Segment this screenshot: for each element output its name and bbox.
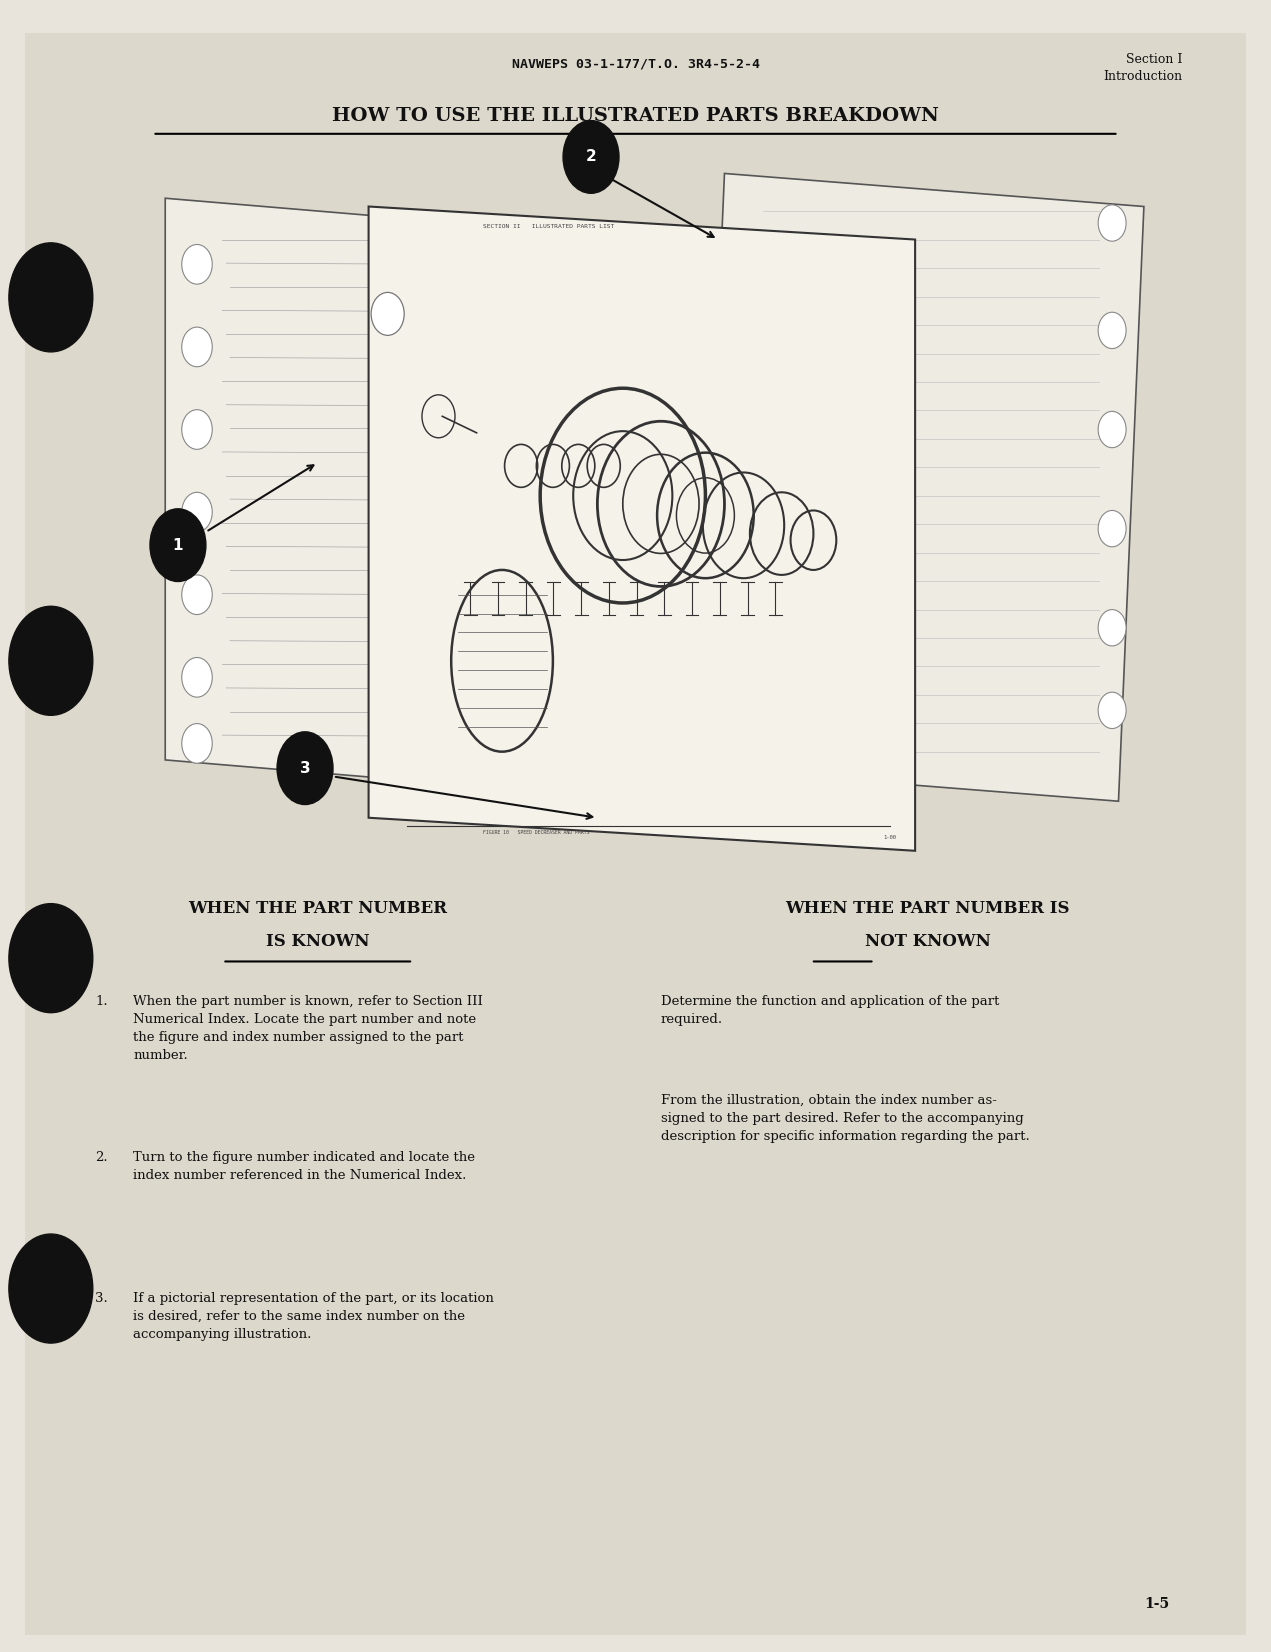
Circle shape xyxy=(563,121,619,193)
Circle shape xyxy=(371,292,404,335)
Circle shape xyxy=(182,492,212,532)
Text: 1-5: 1-5 xyxy=(1144,1597,1169,1611)
Circle shape xyxy=(9,243,93,352)
Circle shape xyxy=(1098,510,1126,547)
Circle shape xyxy=(9,606,93,715)
Text: WHEN THE PART NUMBER: WHEN THE PART NUMBER xyxy=(188,900,447,917)
Circle shape xyxy=(1098,692,1126,729)
Text: WHEN THE PART NUMBER IS: WHEN THE PART NUMBER IS xyxy=(785,900,1070,917)
Circle shape xyxy=(182,724,212,763)
Text: HOW TO USE THE ILLUSTRATED PARTS BREAKDOWN: HOW TO USE THE ILLUSTRATED PARTS BREAKDO… xyxy=(332,107,939,126)
Text: 3.: 3. xyxy=(95,1292,108,1305)
Circle shape xyxy=(182,327,212,367)
Text: Section I
Introduction: Section I Introduction xyxy=(1103,53,1182,83)
Polygon shape xyxy=(699,173,1144,801)
Circle shape xyxy=(9,1234,93,1343)
FancyBboxPatch shape xyxy=(25,33,1246,1635)
Polygon shape xyxy=(369,206,915,851)
Text: 2.: 2. xyxy=(95,1151,108,1165)
Circle shape xyxy=(1098,205,1126,241)
Text: 1.: 1. xyxy=(95,995,108,1008)
Circle shape xyxy=(182,575,212,615)
Circle shape xyxy=(1098,610,1126,646)
Text: Determine the function and application of the part
required.: Determine the function and application o… xyxy=(661,995,999,1026)
Text: From the illustration, obtain the index number as-
signed to the part desired. R: From the illustration, obtain the index … xyxy=(661,1094,1030,1143)
Polygon shape xyxy=(165,198,559,793)
Circle shape xyxy=(277,732,333,805)
Text: 3: 3 xyxy=(300,760,310,776)
Text: If a pictorial representation of the part, or its location
is desired, refer to : If a pictorial representation of the par… xyxy=(133,1292,494,1341)
Circle shape xyxy=(1098,312,1126,349)
Text: FIGURE 10   SPEED DECREASER AND PARTS: FIGURE 10 SPEED DECREASER AND PARTS xyxy=(483,831,590,836)
Circle shape xyxy=(150,509,206,582)
Circle shape xyxy=(1098,411,1126,448)
Text: NOT KNOWN: NOT KNOWN xyxy=(866,933,990,950)
Text: 1-00: 1-00 xyxy=(883,836,896,841)
Text: IS KNOWN: IS KNOWN xyxy=(266,933,370,950)
Text: 1: 1 xyxy=(173,537,183,553)
Circle shape xyxy=(182,657,212,697)
Circle shape xyxy=(182,244,212,284)
Circle shape xyxy=(9,904,93,1013)
Text: NAVWEPS 03-1-177/T.O. 3R4-5-2-4: NAVWEPS 03-1-177/T.O. 3R4-5-2-4 xyxy=(511,58,760,71)
Text: SECTION II   ILLUSTRATED PARTS LIST: SECTION II ILLUSTRATED PARTS LIST xyxy=(483,225,614,230)
Text: Turn to the figure number indicated and locate the
index number referenced in th: Turn to the figure number indicated and … xyxy=(133,1151,475,1183)
Circle shape xyxy=(182,410,212,449)
Text: When the part number is known, refer to Section III
Numerical Index. Locate the : When the part number is known, refer to … xyxy=(133,995,483,1062)
Text: 2: 2 xyxy=(586,149,596,165)
